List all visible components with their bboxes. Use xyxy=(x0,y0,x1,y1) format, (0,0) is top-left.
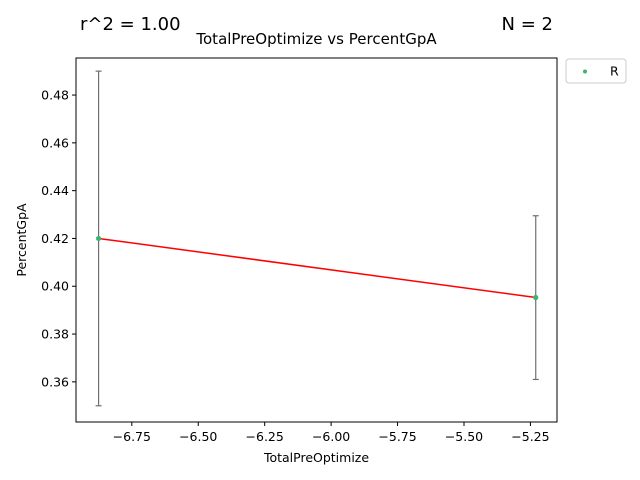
data-point xyxy=(95,235,102,242)
y-axis-ticks: 0.36 0.38 0.40 0.42 0.44 0.46 0.48 xyxy=(41,88,76,389)
regression-line xyxy=(98,237,536,299)
data-points xyxy=(95,235,539,301)
x-axis-label: TotalPreOptimize xyxy=(263,450,369,465)
y-tick-label: 0.36 xyxy=(41,374,69,389)
y-tick-label: 0.48 xyxy=(41,88,69,103)
n-annotation: N = 2 xyxy=(502,14,553,35)
error-bars xyxy=(95,70,539,407)
y-tick-label: 0.46 xyxy=(41,135,69,150)
y-axis-label: PercentGpA xyxy=(14,203,29,277)
x-tick-label: −5.25 xyxy=(511,429,549,444)
y-tick-label: 0.42 xyxy=(41,231,69,246)
legend-box xyxy=(565,58,627,84)
legend: R xyxy=(565,58,627,84)
x-axis-ticks: −6.75 −6.50 −6.25 −6.00 −5.75 −5.50 −5.25 xyxy=(113,422,550,444)
legend-label-r: R xyxy=(610,64,619,79)
plot-frame xyxy=(75,57,558,423)
chart-title: TotalPreOptimize vs PercentGpA xyxy=(195,30,437,48)
x-tick-label: −5.75 xyxy=(378,429,416,444)
legend-marker-r xyxy=(583,69,587,74)
x-tick-label: −6.50 xyxy=(179,429,217,444)
r-squared-annotation: r^2 = 1.00 xyxy=(80,14,181,35)
y-tick-label: 0.38 xyxy=(41,327,69,342)
data-point xyxy=(533,294,539,301)
y-tick-label: 0.40 xyxy=(41,279,69,294)
x-tick-label: −5.50 xyxy=(445,429,483,444)
x-tick-label: −6.75 xyxy=(113,429,151,444)
x-tick-label: −6.00 xyxy=(312,429,350,444)
x-tick-label: −6.25 xyxy=(246,429,284,444)
fit-line-group xyxy=(98,237,536,299)
y-tick-label: 0.44 xyxy=(41,183,69,198)
